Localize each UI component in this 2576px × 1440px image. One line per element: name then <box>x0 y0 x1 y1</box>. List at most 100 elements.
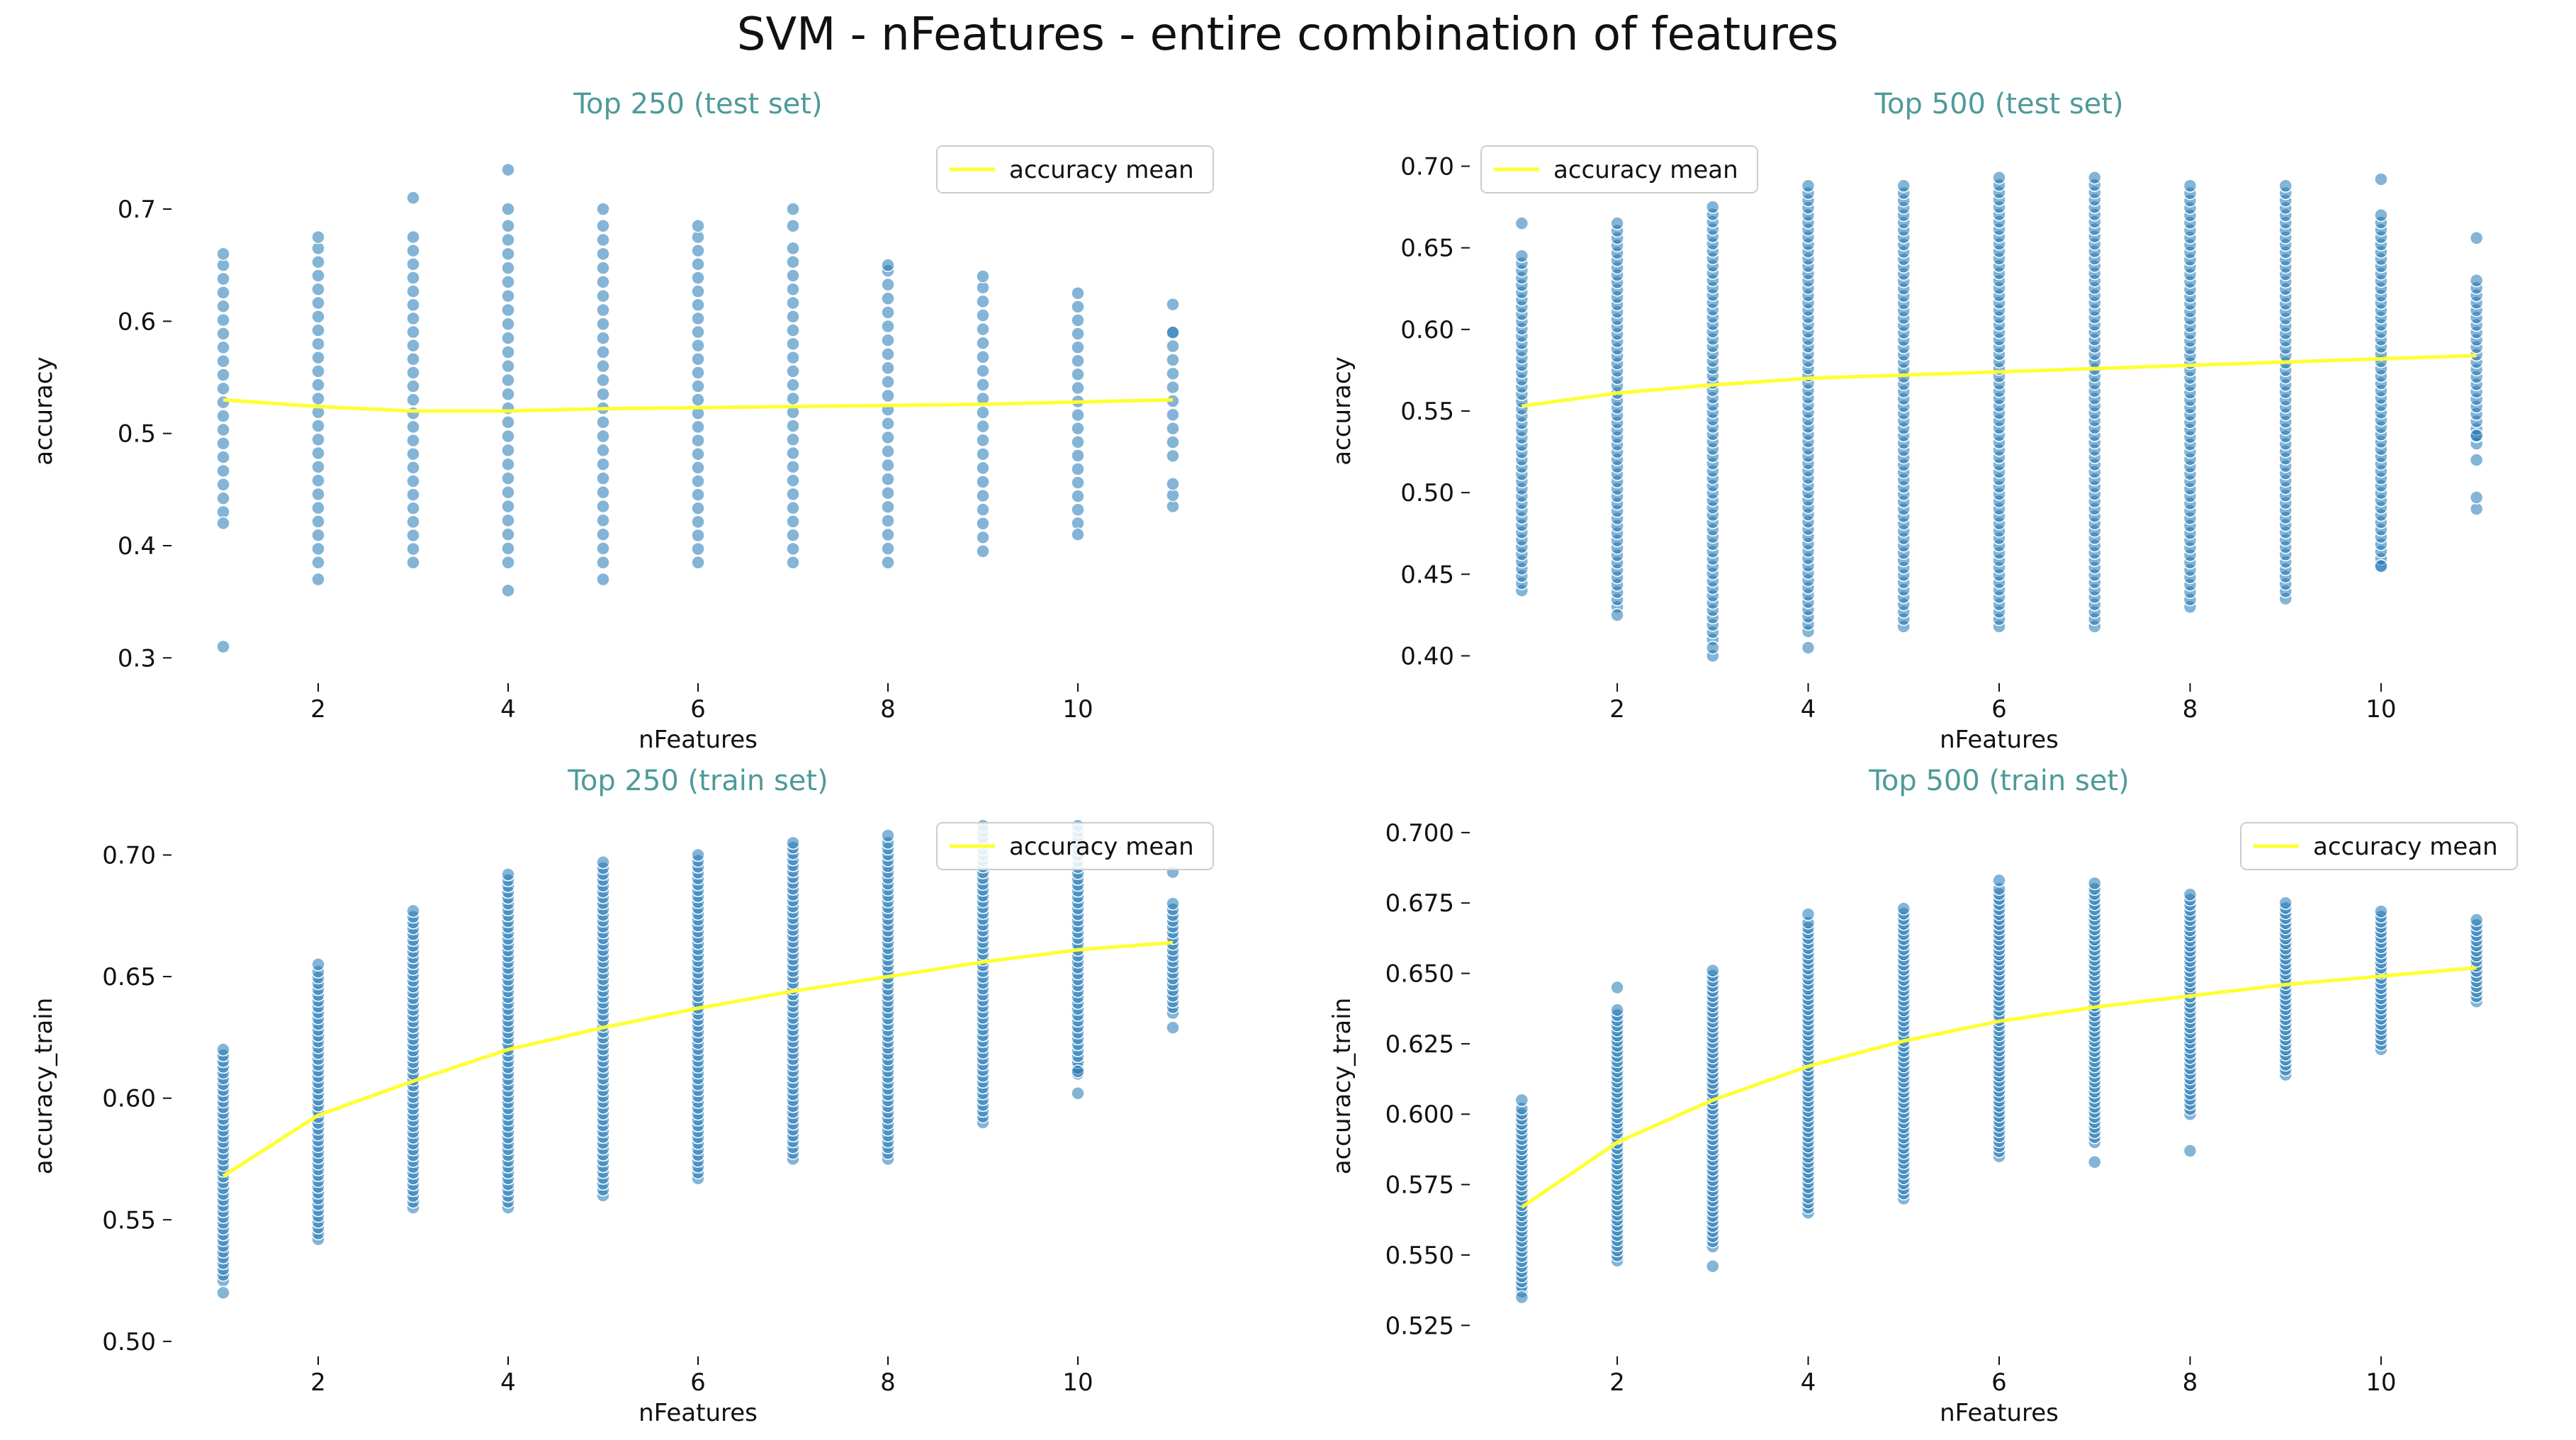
y-axis-label: accuracy_train <box>30 998 58 1175</box>
scatter-point <box>596 261 610 275</box>
x-tick-label: 4 <box>500 695 516 724</box>
scatter-point <box>786 337 800 351</box>
scatter-point <box>691 379 705 393</box>
scatter-point <box>691 501 705 515</box>
scatter-point <box>216 1286 230 1300</box>
scatter-point <box>1166 325 1180 339</box>
scatter-point <box>311 269 325 283</box>
scatter-point <box>786 378 800 392</box>
scatter-point <box>786 514 800 529</box>
scatter-point <box>1801 907 1816 921</box>
y-tick-label: 0.65 <box>102 963 156 991</box>
scatter-point <box>501 232 515 247</box>
scatter-point <box>596 345 610 359</box>
scatter-point <box>786 269 800 283</box>
scatter-point <box>501 527 515 541</box>
scatter-point <box>976 308 990 322</box>
scatter-point <box>691 541 705 556</box>
subplot-title: Top 500 (train set) <box>1868 765 2129 797</box>
scatter-point <box>976 447 990 461</box>
scatter-point <box>501 429 515 444</box>
scatter-point <box>406 501 420 515</box>
scatter-point <box>881 444 895 459</box>
scatter-point <box>311 337 325 351</box>
scatter-point <box>786 254 800 269</box>
scatter-point <box>406 352 420 366</box>
scatter-point <box>216 478 230 492</box>
scatter-point <box>311 460 325 474</box>
scatter-point <box>2183 887 2198 902</box>
scatter-point <box>406 191 420 205</box>
scatter-point <box>406 528 420 543</box>
scatter-point <box>1166 297 1180 312</box>
y-tick-label: 0.650 <box>1385 960 1454 989</box>
scatter-point <box>786 350 800 365</box>
scatter-point <box>786 432 800 447</box>
scatter-point <box>406 433 420 448</box>
x-tick-label: 2 <box>310 695 326 724</box>
y-tick-label: 0.55 <box>102 1206 156 1234</box>
subplot-title: Top 250 (test set) <box>573 88 822 120</box>
scatter-point <box>1166 896 1180 911</box>
scatter-point <box>596 373 610 388</box>
scatter-point <box>406 271 420 285</box>
legend-frame <box>1480 145 1758 193</box>
scatter-point <box>786 836 800 850</box>
scatter-point <box>406 284 420 298</box>
scatter-point <box>976 350 990 364</box>
scatter-point <box>881 472 895 486</box>
scatter-point <box>1071 489 1085 503</box>
scatter-point <box>2469 502 2484 516</box>
scatter-point <box>406 338 420 353</box>
x-tick-label: 8 <box>2183 695 2198 724</box>
scatter-point <box>406 541 420 556</box>
scatter-point <box>216 340 230 355</box>
scatter-point <box>501 415 515 429</box>
scatter-point <box>596 556 610 570</box>
scatter-point <box>1071 367 1085 382</box>
scatter-point <box>786 541 800 556</box>
y-tick-label: 0.55 <box>1400 398 1454 426</box>
subplot-4: Top 500 (train set) nFeatures accuracy_tra… <box>1328 765 2518 1427</box>
scatter-point <box>501 443 515 458</box>
scatter-point <box>1610 608 1624 622</box>
scatter-point <box>2374 904 2388 918</box>
scatter-point <box>881 375 895 389</box>
scatter-point <box>881 277 895 292</box>
scatter-point <box>406 379 420 393</box>
scatter-point <box>786 473 800 488</box>
y-tick-label: 0.50 <box>1400 479 1454 507</box>
x-axis-label: nFeatures <box>1940 1399 2059 1427</box>
scatter-point <box>881 416 895 431</box>
scatter-point <box>2469 274 2484 288</box>
scatter-point <box>501 247 515 261</box>
scatter-point <box>881 556 895 570</box>
scatter-point <box>976 269 990 283</box>
legend-label: accuracy mean <box>1009 833 1194 861</box>
subplot-title: Top 500 (test set) <box>1874 88 2123 120</box>
subplot-3: Top 250 (train set) nFeatures accuracy_tra… <box>30 765 1214 1427</box>
scatter-point <box>216 1042 230 1057</box>
scatter-point <box>1801 179 1816 193</box>
scatter-point <box>596 247 610 261</box>
accuracy-mean-line <box>222 940 1174 1178</box>
x-axis-label: nFeatures <box>639 1399 758 1427</box>
x-tick-label: 4 <box>1801 695 1816 724</box>
x-tick-label: 8 <box>2183 1368 2198 1397</box>
y-tick-label: 0.40 <box>1400 642 1454 670</box>
y-tick-label: 0.60 <box>102 1085 156 1113</box>
scatter-point <box>691 433 705 448</box>
x-tick-label: 8 <box>880 695 896 724</box>
y-tick-label: 0.5 <box>118 420 156 449</box>
scatter-point <box>216 368 230 382</box>
scatter-point <box>1166 477 1180 491</box>
figure-suptitle: SVM - nFeatures - entire combination of … <box>737 9 1839 61</box>
scatter-point <box>1801 641 1816 655</box>
y-tick-label: 0.550 <box>1385 1242 1454 1270</box>
scatter-point <box>786 310 800 324</box>
scatter-point <box>881 319 895 334</box>
scatter-point <box>311 419 325 433</box>
scatter-point <box>596 541 610 556</box>
y-tick-label: 0.70 <box>1400 153 1454 181</box>
scatter-point <box>596 359 610 373</box>
